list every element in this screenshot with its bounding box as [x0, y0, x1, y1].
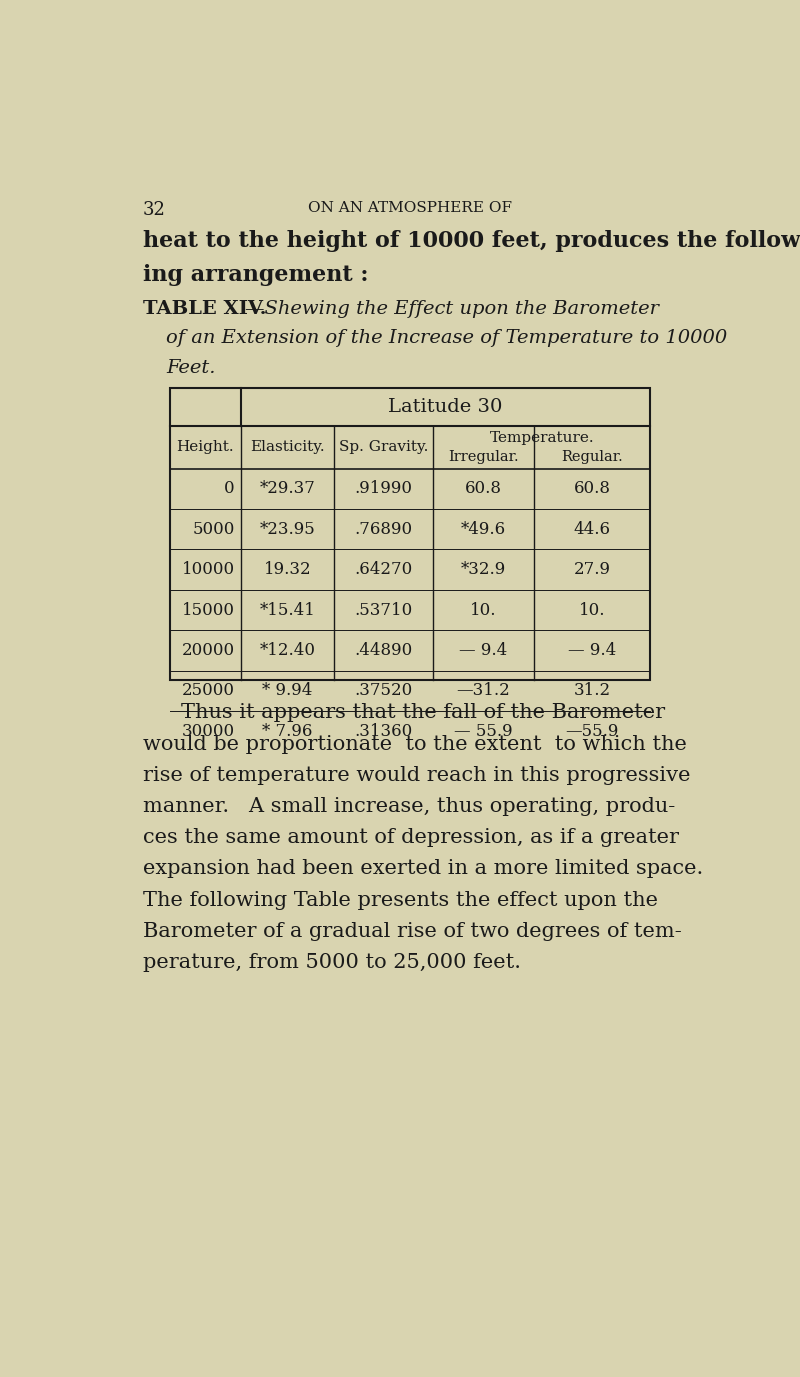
Text: — 9.4: — 9.4 — [459, 642, 508, 660]
Text: 31.2: 31.2 — [574, 683, 610, 700]
Text: 5000: 5000 — [193, 521, 235, 538]
Text: 10.: 10. — [470, 602, 497, 618]
Text: 60.8: 60.8 — [574, 481, 610, 497]
Text: ing arrangement :: ing arrangement : — [142, 264, 368, 286]
Text: 10000: 10000 — [182, 562, 235, 578]
Text: 0: 0 — [224, 481, 235, 497]
Text: *49.6: *49.6 — [461, 521, 506, 538]
Text: 32: 32 — [142, 201, 166, 219]
Text: 60.8: 60.8 — [465, 481, 502, 497]
Text: — 9.4: — 9.4 — [568, 642, 616, 660]
Text: 25000: 25000 — [182, 683, 235, 700]
Text: The following Table presents the effect upon the: The following Table presents the effect … — [142, 891, 658, 910]
Text: 20000: 20000 — [182, 642, 235, 660]
Text: TABLE XIV.: TABLE XIV. — [142, 300, 266, 318]
Text: *23.95: *23.95 — [260, 521, 315, 538]
Text: Elasticity.: Elasticity. — [250, 441, 325, 454]
Text: * 7.96: * 7.96 — [262, 723, 313, 739]
Text: *32.9: *32.9 — [461, 562, 506, 578]
Text: *12.40: *12.40 — [259, 642, 315, 660]
Text: 30000: 30000 — [182, 723, 235, 739]
Text: .31360: .31360 — [354, 723, 413, 739]
Text: —Shewing the Effect upon the Barometer: —Shewing the Effect upon the Barometer — [245, 300, 659, 318]
Text: .76890: .76890 — [354, 521, 413, 538]
Text: manner.   A small increase, thus operating, produ-: manner. A small increase, thus operating… — [142, 797, 675, 817]
Text: 10.: 10. — [579, 602, 606, 618]
Text: Temperature.: Temperature. — [490, 431, 594, 445]
Text: would be proportionate  to the extent  to which the: would be proportionate to the extent to … — [142, 735, 686, 753]
Text: Barometer of a gradual rise of two degrees of tem-: Barometer of a gradual rise of two degre… — [142, 921, 682, 940]
Text: Feet.: Feet. — [166, 358, 215, 376]
Text: —55.9: —55.9 — [566, 723, 619, 739]
Text: Height.: Height. — [177, 441, 234, 454]
Text: 27.9: 27.9 — [574, 562, 610, 578]
Text: expansion had been exerted in a more limited space.: expansion had been exerted in a more lim… — [142, 859, 703, 879]
Text: perature, from 5000 to 25,000 feet.: perature, from 5000 to 25,000 feet. — [142, 953, 521, 972]
Text: *15.41: *15.41 — [260, 602, 315, 618]
Text: — 55.9: — 55.9 — [454, 723, 513, 739]
Text: —31.2: —31.2 — [457, 683, 510, 700]
Text: Thus it appears that the fall of the Barometer: Thus it appears that the fall of the Bar… — [182, 704, 666, 723]
Text: * 9.94: * 9.94 — [262, 683, 313, 700]
Text: Latitude 30: Latitude 30 — [389, 398, 503, 416]
Text: .37520: .37520 — [354, 683, 413, 700]
Text: 44.6: 44.6 — [574, 521, 610, 538]
Text: Sp. Gravity.: Sp. Gravity. — [339, 441, 428, 454]
Bar — [170, 388, 650, 680]
Text: ces the same amount of depression, as if a greater: ces the same amount of depression, as if… — [142, 828, 678, 847]
Text: rise of temperature would reach in this progressive: rise of temperature would reach in this … — [142, 766, 690, 785]
Text: Irregular.: Irregular. — [448, 450, 519, 464]
Text: of an Extension of the Increase of Temperature to 10000: of an Extension of the Increase of Tempe… — [166, 329, 727, 347]
Text: 19.32: 19.32 — [264, 562, 311, 578]
Text: 15000: 15000 — [182, 602, 235, 618]
Text: .53710: .53710 — [354, 602, 413, 618]
Text: .91990: .91990 — [354, 481, 413, 497]
Text: *29.37: *29.37 — [260, 481, 315, 497]
Text: ON AN ATMOSPHERE OF: ON AN ATMOSPHERE OF — [308, 201, 512, 215]
Text: heat to the height of 10000 feet, produces the follow-: heat to the height of 10000 feet, produc… — [142, 230, 800, 252]
Text: Regular.: Regular. — [562, 450, 623, 464]
Text: .44890: .44890 — [354, 642, 413, 660]
Text: .64270: .64270 — [354, 562, 413, 578]
